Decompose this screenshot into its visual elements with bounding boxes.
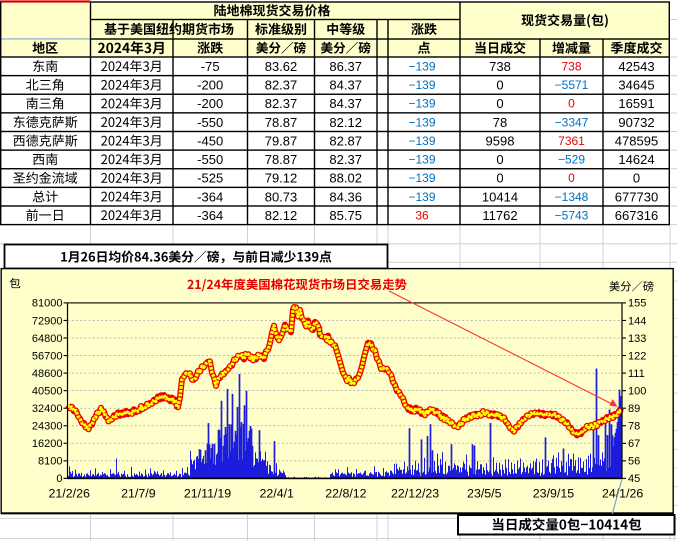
svg-text:111: 111 [628, 368, 645, 380]
svg-text:82.37: 82.37 [329, 152, 362, 167]
svg-text:−139: −139 [408, 115, 435, 129]
svg-text:133: 133 [628, 333, 646, 345]
svg-text:−139: −139 [408, 171, 435, 185]
svg-text:84.36: 84.36 [329, 189, 362, 204]
svg-text:-200: -200 [197, 96, 223, 111]
svg-text:144: 144 [628, 315, 646, 327]
svg-text:−5743: −5743 [555, 208, 589, 222]
svg-text:-75: -75 [201, 59, 220, 74]
svg-text:79.12: 79.12 [265, 171, 298, 186]
svg-text:82.87: 82.87 [329, 133, 362, 148]
svg-text:67: 67 [628, 438, 640, 450]
svg-text:7361: 7361 [558, 134, 585, 148]
svg-text:78.87: 78.87 [265, 115, 298, 130]
svg-text:-364: -364 [197, 189, 223, 204]
svg-text:−139: −139 [408, 78, 435, 92]
svg-text:34645: 34645 [618, 78, 654, 93]
svg-text:16200: 16200 [32, 438, 63, 450]
svg-text:122: 122 [628, 350, 646, 362]
svg-text:23/5/5: 23/5/5 [467, 487, 502, 501]
svg-text:56: 56 [628, 456, 640, 468]
svg-text:−3347: −3347 [555, 115, 589, 129]
svg-text:−529: −529 [558, 153, 585, 167]
svg-text:22/4/1: 22/4/1 [260, 487, 295, 501]
svg-text:0: 0 [568, 171, 575, 185]
svg-text:40500: 40500 [32, 385, 63, 397]
svg-text:82.37: 82.37 [265, 96, 298, 111]
svg-text:-200: -200 [197, 78, 223, 93]
svg-text:16591: 16591 [618, 96, 654, 111]
svg-text:14624: 14624 [618, 152, 654, 167]
svg-text:−139: −139 [408, 97, 435, 111]
svg-text:23/9/15: 23/9/15 [533, 487, 574, 501]
svg-text:78: 78 [628, 421, 640, 433]
svg-text:81000: 81000 [32, 298, 63, 310]
svg-text:80.73: 80.73 [265, 189, 298, 204]
svg-text:22/12/23: 22/12/23 [391, 487, 439, 501]
svg-text:−5571: −5571 [555, 78, 589, 92]
svg-text:82.12: 82.12 [329, 115, 362, 130]
svg-text:21/7/9: 21/7/9 [121, 487, 156, 501]
svg-text:45: 45 [628, 473, 640, 485]
svg-text:677730: 677730 [615, 189, 658, 204]
svg-text:79.87: 79.87 [265, 133, 298, 148]
svg-text:9598: 9598 [486, 133, 515, 148]
svg-text:78: 78 [493, 115, 507, 130]
svg-text:0: 0 [496, 152, 503, 167]
svg-text:0: 0 [56, 473, 62, 485]
svg-text:84.37: 84.37 [329, 78, 362, 93]
svg-text:738: 738 [489, 59, 511, 74]
svg-text:83.62: 83.62 [265, 59, 298, 74]
svg-text:82.37: 82.37 [265, 78, 298, 93]
svg-text:-525: -525 [197, 171, 223, 186]
svg-text:-550: -550 [197, 152, 223, 167]
svg-text:56700: 56700 [32, 350, 63, 362]
svg-text:82.12: 82.12 [265, 208, 298, 223]
svg-text:24/1/26: 24/1/26 [602, 487, 643, 501]
svg-text:738: 738 [561, 59, 581, 73]
svg-text:-450: -450 [197, 133, 223, 148]
svg-text:21/2/26: 21/2/26 [49, 487, 90, 501]
svg-text:0: 0 [496, 96, 503, 111]
svg-text:−139: −139 [408, 153, 435, 167]
svg-text:11762: 11762 [482, 208, 517, 223]
svg-text:0: 0 [496, 171, 503, 186]
svg-text:22/8/12: 22/8/12 [325, 487, 366, 501]
svg-text:-550: -550 [197, 115, 223, 130]
svg-text:24300: 24300 [32, 421, 63, 433]
svg-text:36: 36 [415, 208, 429, 222]
svg-text:89: 89 [628, 403, 640, 415]
svg-text:88.02: 88.02 [329, 171, 362, 186]
svg-text:−139: −139 [408, 134, 435, 148]
svg-text:85.75: 85.75 [329, 208, 362, 223]
svg-text:0: 0 [496, 78, 503, 93]
svg-text:21/11/19: 21/11/19 [184, 487, 231, 501]
svg-text:478595: 478595 [615, 133, 658, 148]
svg-text:48600: 48600 [32, 368, 63, 380]
svg-text:72900: 72900 [32, 315, 63, 327]
svg-text:−139: −139 [408, 59, 435, 73]
svg-text:86.37: 86.37 [329, 59, 362, 74]
svg-text:0: 0 [633, 171, 640, 186]
svg-text:90732: 90732 [618, 115, 654, 130]
svg-text:32400: 32400 [32, 403, 63, 415]
svg-text:100: 100 [628, 385, 646, 397]
svg-text:155: 155 [628, 298, 646, 310]
svg-text:10414: 10414 [482, 189, 518, 204]
svg-text:−139: −139 [408, 190, 435, 204]
svg-text:667316: 667316 [615, 208, 658, 223]
svg-text:8100: 8100 [38, 456, 62, 468]
svg-text:−1348: −1348 [555, 190, 589, 204]
svg-text:84.37: 84.37 [329, 96, 362, 111]
svg-text:78.87: 78.87 [265, 152, 298, 167]
svg-text:0: 0 [568, 97, 575, 111]
svg-text:-364: -364 [197, 208, 223, 223]
svg-text:42543: 42543 [618, 59, 654, 74]
svg-text:64800: 64800 [32, 333, 63, 345]
